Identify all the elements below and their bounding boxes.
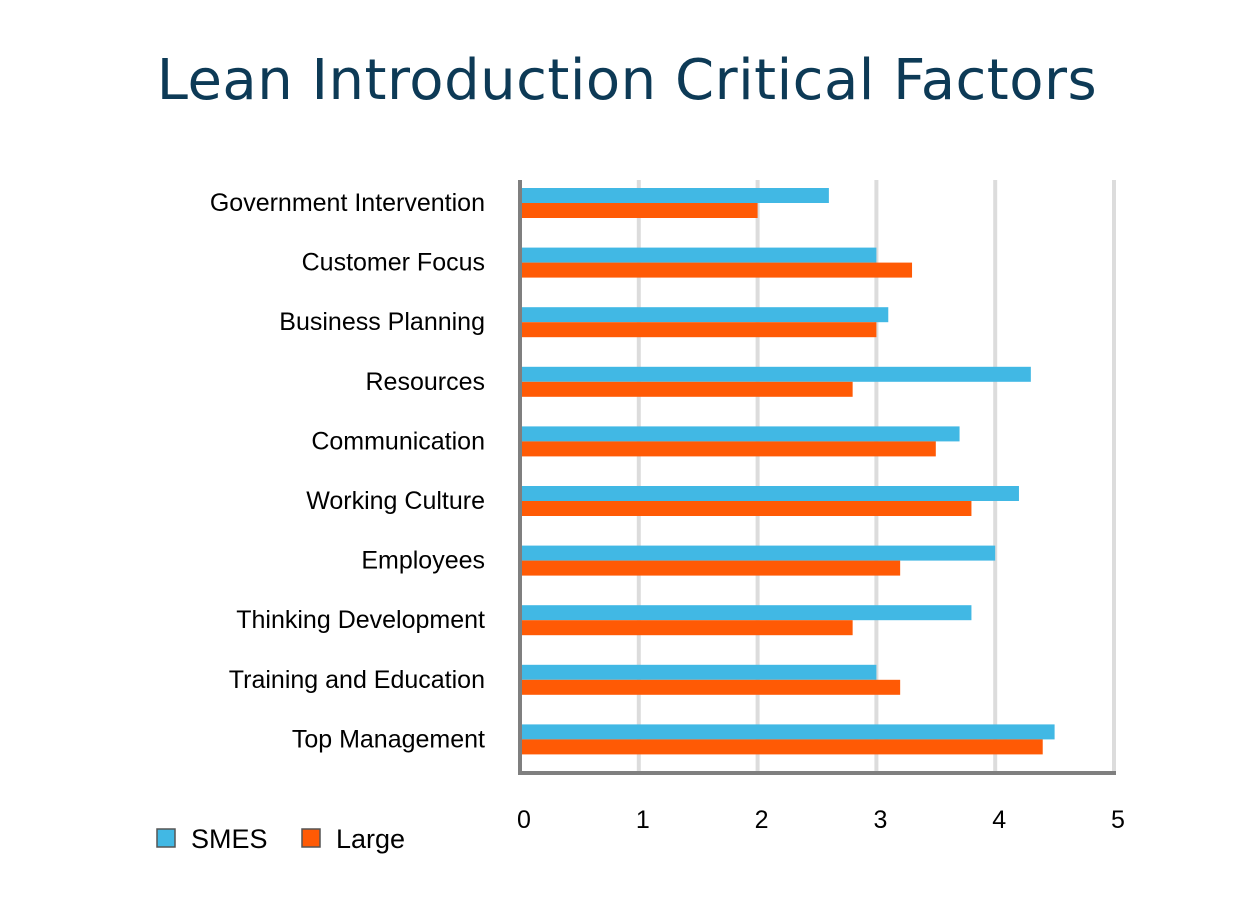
bar-large xyxy=(520,262,913,278)
legend-swatch-large xyxy=(301,828,321,848)
category-label: Training and Education xyxy=(229,666,485,694)
bar-smes xyxy=(520,307,889,323)
category-label: Top Management xyxy=(292,725,485,753)
bar-smes xyxy=(520,724,1055,740)
legend-label-large: Large xyxy=(336,824,405,854)
bar-large xyxy=(520,322,877,338)
bar-large xyxy=(520,501,972,516)
x-tick-label: 2 xyxy=(755,806,769,834)
bar-smes xyxy=(520,545,996,561)
legend-label-smes: SMES xyxy=(191,824,268,854)
category-label: Government Intervention xyxy=(210,189,485,217)
bar-large xyxy=(520,203,758,218)
category-label: Resources xyxy=(366,368,486,396)
bar-smes xyxy=(520,486,1019,501)
bar-smes xyxy=(520,366,1031,382)
category-label: Employees xyxy=(361,547,485,575)
bar-smes xyxy=(520,426,960,442)
bar-large xyxy=(520,441,936,457)
bar-large xyxy=(520,620,853,636)
category-label: Communication xyxy=(311,427,485,455)
x-tick-label: 0 xyxy=(517,806,531,834)
category-label: Customer Focus xyxy=(302,249,485,277)
legend-swatch-smes xyxy=(156,828,176,848)
bar-smes xyxy=(520,188,829,203)
bar-large xyxy=(520,560,901,576)
x-tick-label: 5 xyxy=(1111,806,1125,834)
x-tick-label: 1 xyxy=(636,806,650,834)
category-label: Business Planning xyxy=(279,308,485,336)
x-tick-label: 4 xyxy=(992,806,1006,834)
chart-title: Lean Introduction Critical Factors xyxy=(156,48,1098,113)
bar-large xyxy=(520,739,1043,755)
bar-smes xyxy=(520,247,877,263)
bar-large xyxy=(520,381,853,397)
category-label: Working Culture xyxy=(306,487,485,515)
x-tick-label: 3 xyxy=(873,806,887,834)
bar-large xyxy=(520,679,901,695)
bar-smes xyxy=(520,605,972,621)
bar-smes xyxy=(520,664,877,680)
category-label: Thinking Development xyxy=(236,606,485,634)
